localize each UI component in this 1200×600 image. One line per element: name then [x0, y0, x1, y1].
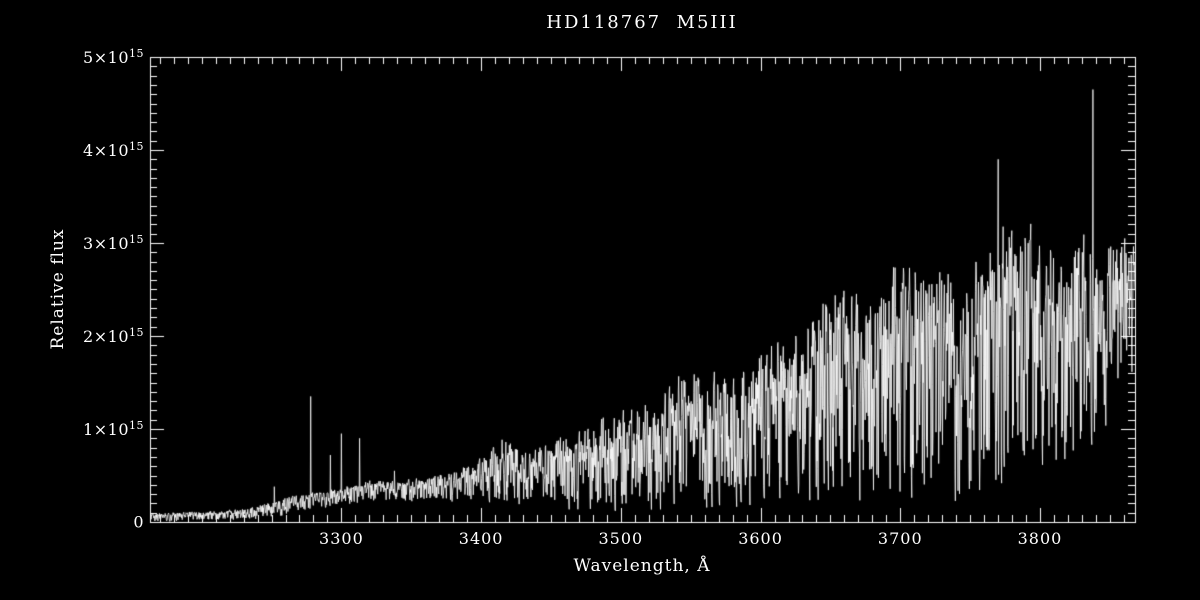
y-tick-label: 2×1015: [83, 325, 144, 347]
x-tick-label: 3500: [598, 529, 644, 548]
x-tick-label: 3700: [877, 529, 923, 548]
x-axis-label: Wavelength, Å: [573, 556, 711, 576]
x-tick-label: 3300: [319, 529, 364, 548]
chart-title: HD118767 M5III: [546, 12, 738, 33]
y-axis-label: Relative flux: [48, 228, 68, 350]
y-tick-label: 3×1015: [83, 232, 144, 254]
y-tick-label: 5×1015: [83, 46, 144, 68]
y-tick-label: 1×1015: [83, 418, 144, 440]
x-tick-label: 3800: [1017, 529, 1063, 548]
x-tick-label: 3400: [458, 529, 504, 548]
x-tick-label: 3600: [738, 529, 783, 548]
y-tick-label: 4×1015: [83, 139, 144, 161]
y-tick-label: 0: [133, 512, 144, 532]
